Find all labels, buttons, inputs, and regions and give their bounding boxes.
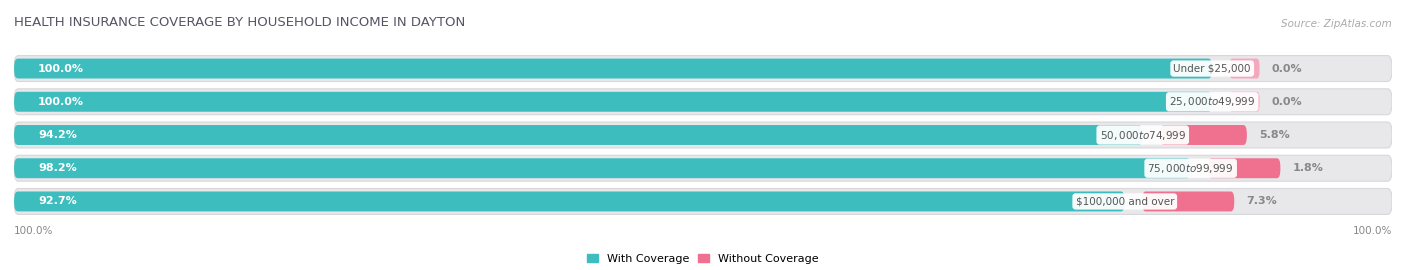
Text: 100.0%: 100.0% xyxy=(38,97,84,107)
Text: 100.0%: 100.0% xyxy=(14,226,53,236)
Text: 5.8%: 5.8% xyxy=(1258,130,1289,140)
Text: 94.2%: 94.2% xyxy=(38,130,77,140)
Text: $100,000 and over: $100,000 and over xyxy=(1076,197,1174,207)
Text: Source: ZipAtlas.com: Source: ZipAtlas.com xyxy=(1281,19,1392,29)
Text: 100.0%: 100.0% xyxy=(1353,226,1392,236)
FancyBboxPatch shape xyxy=(14,158,1191,178)
FancyBboxPatch shape xyxy=(14,59,1212,79)
Text: 98.2%: 98.2% xyxy=(38,163,77,173)
FancyBboxPatch shape xyxy=(14,89,1392,115)
Text: 7.3%: 7.3% xyxy=(1246,197,1277,207)
Text: 0.0%: 0.0% xyxy=(1271,97,1302,107)
Text: HEALTH INSURANCE COVERAGE BY HOUSEHOLD INCOME IN DAYTON: HEALTH INSURANCE COVERAGE BY HOUSEHOLD I… xyxy=(14,16,465,29)
Text: 100.0%: 100.0% xyxy=(38,63,84,73)
FancyBboxPatch shape xyxy=(14,188,1392,214)
Text: 92.7%: 92.7% xyxy=(38,197,77,207)
FancyBboxPatch shape xyxy=(14,125,1143,145)
FancyBboxPatch shape xyxy=(14,122,1392,148)
Legend: With Coverage, Without Coverage: With Coverage, Without Coverage xyxy=(588,254,818,264)
FancyBboxPatch shape xyxy=(1230,92,1260,112)
FancyBboxPatch shape xyxy=(14,155,1392,181)
FancyBboxPatch shape xyxy=(1208,158,1281,178)
Text: $25,000 to $49,999: $25,000 to $49,999 xyxy=(1168,95,1256,108)
Text: 0.0%: 0.0% xyxy=(1271,63,1302,73)
Text: $50,000 to $74,999: $50,000 to $74,999 xyxy=(1099,129,1185,141)
FancyBboxPatch shape xyxy=(14,191,1125,211)
FancyBboxPatch shape xyxy=(1142,191,1234,211)
FancyBboxPatch shape xyxy=(14,56,1392,82)
FancyBboxPatch shape xyxy=(14,92,1212,112)
FancyBboxPatch shape xyxy=(1160,125,1247,145)
Text: Under $25,000: Under $25,000 xyxy=(1174,63,1251,73)
Text: $75,000 to $99,999: $75,000 to $99,999 xyxy=(1147,162,1234,175)
FancyBboxPatch shape xyxy=(1230,59,1260,79)
Text: 1.8%: 1.8% xyxy=(1292,163,1323,173)
